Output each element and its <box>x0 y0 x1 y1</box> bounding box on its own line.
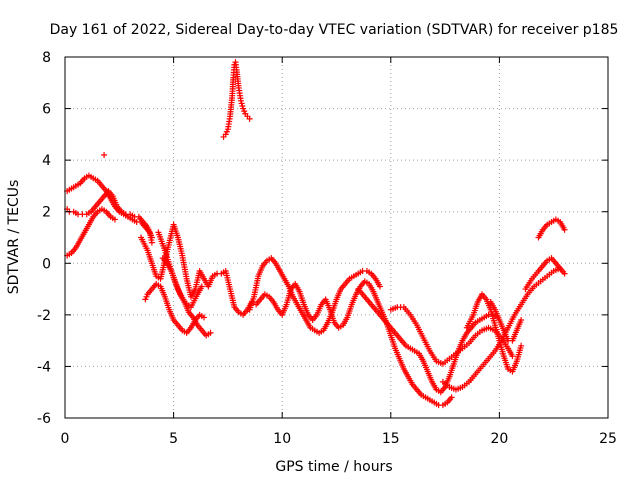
axis-ticks: 0 5 10 15 20 25 -6 -4 -2 0 2 4 6 8 <box>37 50 617 447</box>
data-point <box>246 115 253 122</box>
y-tick-label: 8 <box>42 50 51 66</box>
x-tick-label: 5 <box>169 431 178 447</box>
series-track-g <box>155 229 205 311</box>
series-track-r <box>487 298 525 344</box>
x-axis-label: GPS time / hours <box>275 459 392 475</box>
plot-frame <box>64 56 609 419</box>
x-tick-label: 0 <box>61 431 70 447</box>
series-track-h <box>220 59 253 140</box>
y-tick-label: 6 <box>42 102 51 118</box>
data-point <box>518 342 525 349</box>
data-point <box>201 314 208 321</box>
y-tick-label: -4 <box>37 359 51 375</box>
data-point <box>101 151 108 158</box>
data-point <box>207 329 214 336</box>
data-point <box>509 353 516 360</box>
y-tick-label: 4 <box>42 153 51 169</box>
series-track-o <box>463 291 525 375</box>
grid <box>65 57 608 418</box>
series-track-e <box>142 280 208 336</box>
data-point <box>561 270 568 277</box>
data-point <box>111 216 118 223</box>
y-axis-label: SDTVAR / TECUs <box>6 180 22 295</box>
x-tick-label: 20 <box>490 431 508 447</box>
y-tick-label: 0 <box>42 256 51 272</box>
x-tick-label: 25 <box>599 431 617 447</box>
x-tick-label: 15 <box>382 431 400 447</box>
data-point <box>448 394 455 401</box>
series-track-c <box>64 206 118 259</box>
data-point <box>376 283 383 290</box>
data-point <box>148 239 155 246</box>
series-track-l <box>355 286 501 396</box>
x-tick-label: 10 <box>273 431 291 447</box>
chart-title: Day 161 of 2022, Sidereal Day-to-day VTE… <box>50 22 619 38</box>
y-tick-label: -6 <box>37 411 51 427</box>
y-tick-label: 2 <box>42 205 51 221</box>
series-track-b <box>64 188 155 241</box>
data-point <box>518 317 525 324</box>
series-track-p <box>522 255 568 293</box>
series-track-k <box>253 278 455 409</box>
data-point <box>561 226 568 233</box>
data-point <box>198 283 205 290</box>
data-point <box>148 234 155 241</box>
series-track-i <box>101 151 108 158</box>
series-track-q <box>535 216 568 241</box>
y-tick-label: -2 <box>37 308 51 324</box>
series-track-d <box>138 221 255 318</box>
data-points <box>64 59 568 409</box>
